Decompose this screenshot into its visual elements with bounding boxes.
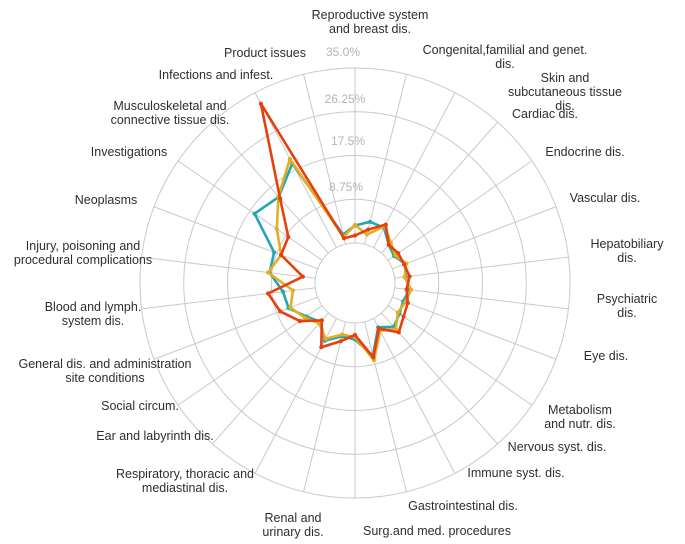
series-red-point xyxy=(405,300,410,306)
grid-spoke xyxy=(394,287,569,310)
series-gold-point xyxy=(302,315,307,320)
series-red-point xyxy=(258,101,263,106)
series-red-point xyxy=(338,339,343,344)
grid-spoke xyxy=(364,321,407,492)
series-teal-point xyxy=(252,211,257,216)
grid-spoke xyxy=(373,92,456,248)
series-red-point xyxy=(402,262,407,267)
grid-spoke xyxy=(392,296,557,360)
series-red-point xyxy=(386,242,391,247)
series-gold-point xyxy=(274,226,279,232)
grid-spoke xyxy=(177,160,323,261)
series-red-point xyxy=(404,287,409,292)
series-red-point xyxy=(352,233,358,238)
series-gold-point xyxy=(317,321,322,326)
series-gold-point xyxy=(402,274,407,280)
grid-spoke xyxy=(392,206,557,270)
series-red-point xyxy=(366,227,371,232)
series-red-point xyxy=(279,252,284,258)
series-teal-point xyxy=(280,289,286,294)
grid-spoke xyxy=(303,74,346,245)
series-red-point xyxy=(266,291,271,296)
series-red-point xyxy=(278,196,283,201)
grid-spoke xyxy=(381,121,498,254)
series-red-point xyxy=(278,309,283,314)
series-teal-point xyxy=(272,250,277,255)
series-gold-point xyxy=(340,332,345,337)
grid-spoke xyxy=(153,206,318,270)
grid-spoke xyxy=(177,305,323,406)
series-red-point xyxy=(352,332,358,338)
series-red-point xyxy=(401,314,406,319)
series-gold-point xyxy=(323,336,328,341)
series-red-point xyxy=(297,319,302,324)
grid-spoke xyxy=(303,321,346,492)
series-gold-point xyxy=(290,288,296,293)
grid-spoke xyxy=(254,318,337,474)
grid-spoke xyxy=(394,256,569,279)
grid-spoke xyxy=(387,160,533,261)
series-red-point xyxy=(376,326,381,331)
grid-spoke xyxy=(153,296,318,360)
grid-spoke xyxy=(381,312,498,445)
grid-spoke xyxy=(373,318,456,474)
series-red xyxy=(258,101,412,360)
series-red-point xyxy=(396,330,401,335)
series-red-point xyxy=(383,222,388,227)
series-gold-point xyxy=(393,326,398,332)
series-red-point xyxy=(319,345,324,350)
series-red-point xyxy=(286,234,291,240)
grid-spoke xyxy=(364,74,407,245)
series-red-point xyxy=(300,274,305,279)
series-gold-point xyxy=(287,156,292,162)
series-red-point xyxy=(396,251,401,256)
series-gold-point xyxy=(395,310,400,315)
series-gold-point xyxy=(409,287,414,292)
grid-spoke xyxy=(141,287,316,310)
polar-grid xyxy=(139,67,571,499)
series-gold-point xyxy=(266,270,271,275)
series-red-point xyxy=(371,355,376,360)
series-red-point xyxy=(407,274,412,279)
grid-ring xyxy=(314,242,396,324)
series-red-point xyxy=(341,236,347,241)
grid-spoke xyxy=(387,305,533,406)
grid-spoke xyxy=(141,256,316,279)
series-red-point xyxy=(319,318,324,323)
series-gold-point xyxy=(352,222,358,228)
grid-spoke xyxy=(212,121,329,254)
grid-spoke xyxy=(212,312,329,445)
series-gold-point xyxy=(288,305,293,310)
series-gold-point xyxy=(364,232,370,237)
series-teal-point xyxy=(368,219,373,224)
